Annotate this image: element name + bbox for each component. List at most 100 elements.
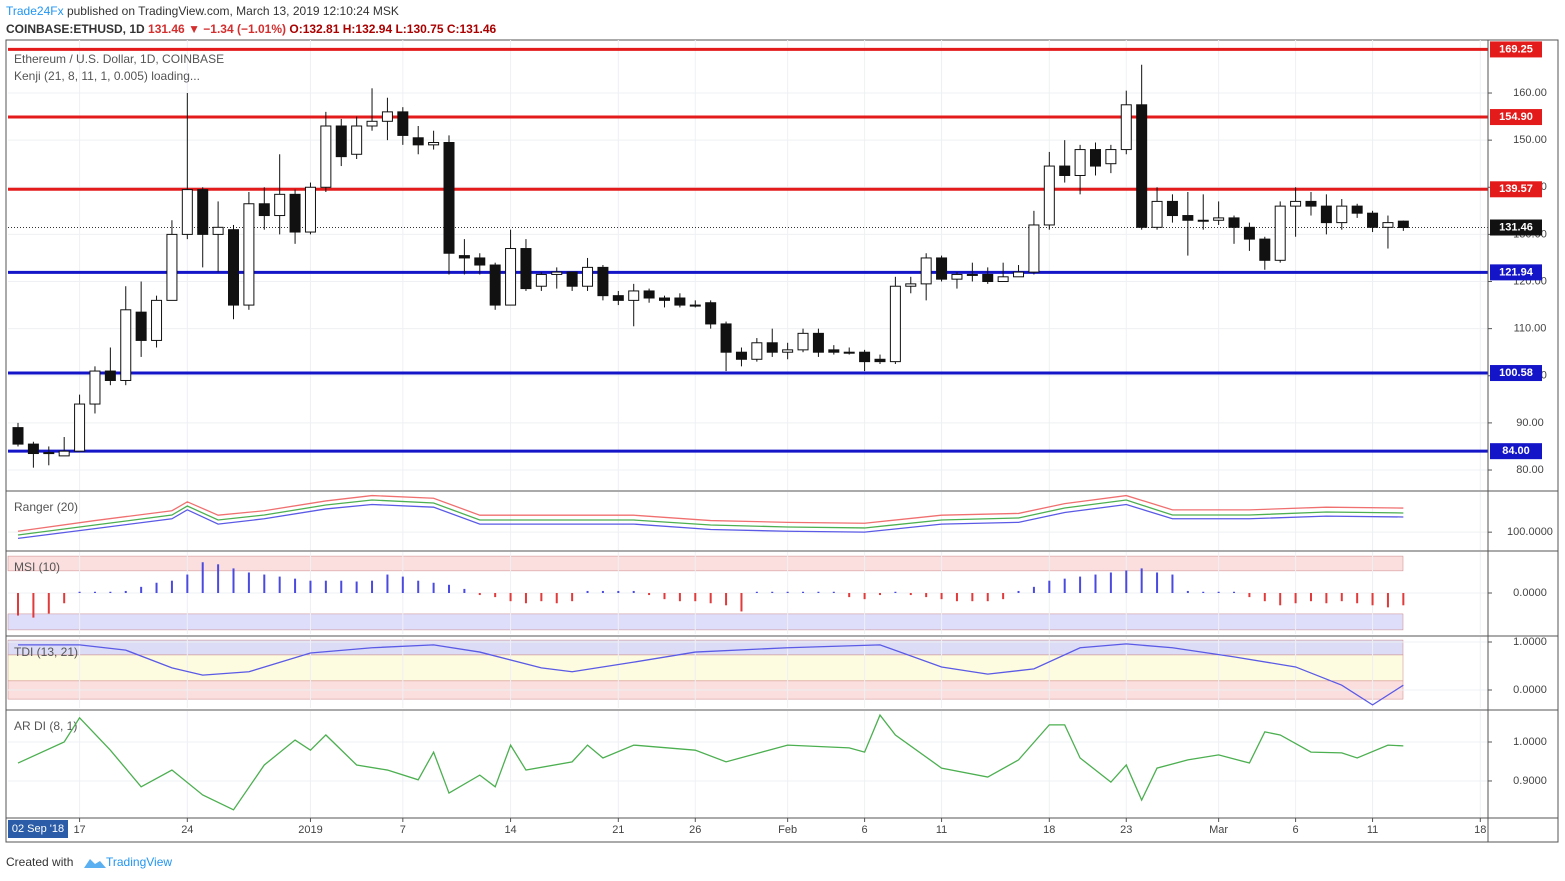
indicator-line [17, 503, 1404, 540]
candle-body [1336, 205, 1348, 224]
candle-body [1151, 200, 1163, 228]
candle-body [859, 351, 871, 363]
msi-bar [217, 564, 220, 593]
msi-bar [571, 593, 574, 602]
quote-line: COINBASE:ETHUSD, 1D 131.46 ▼ −1.34 (−1.0… [6, 22, 497, 36]
candle-body [997, 276, 1009, 283]
level-badge [1490, 181, 1542, 198]
candle-body [1028, 224, 1040, 273]
candle-body [705, 302, 717, 325]
level-badge [1490, 443, 1542, 460]
msi-bar [232, 568, 235, 593]
candle-body [936, 257, 948, 280]
candle-body [197, 189, 209, 235]
msi-bar [1063, 578, 1066, 593]
candle-body [1166, 200, 1178, 217]
candle-body [797, 332, 809, 351]
ohlc: O:132.81 [289, 22, 339, 36]
x-tick-label: 11 [1367, 824, 1378, 836]
x-tick-label: 21 [612, 824, 624, 836]
msi-bar [817, 591, 820, 593]
candle-body [812, 332, 824, 353]
candle-body [74, 403, 86, 452]
candle-body [304, 186, 316, 233]
y-tick-label: 0.0000 [1513, 684, 1547, 696]
msi-bar [78, 591, 81, 593]
candle-body [566, 271, 578, 287]
msi-bar [324, 580, 327, 593]
msi-bar [617, 590, 620, 593]
indicator-line [17, 494, 1404, 532]
panel-subtitle: Kenji (21, 8, 11, 1, 0.005) loading... [14, 69, 200, 83]
candle-body [843, 351, 855, 354]
msi-bar [201, 562, 204, 593]
msi-bar [632, 590, 635, 593]
level-label: 169.25 [1499, 43, 1533, 55]
candle-body [674, 297, 686, 306]
zone [7, 654, 1404, 682]
msi-bar [725, 593, 728, 606]
x-tick-label: 26 [689, 824, 701, 836]
panel-title: Ethereum / U.S. Dollar, 1D, COINBASE [14, 52, 224, 66]
author[interactable]: Trade24Fx [6, 4, 64, 18]
created-with: Created with [6, 855, 73, 869]
msi-bar [1202, 591, 1205, 593]
candle-body [489, 264, 501, 306]
msi-bar [371, 580, 374, 593]
candle-body [1274, 205, 1286, 261]
msi-bar [355, 581, 358, 593]
msi-bar [140, 586, 143, 593]
msi-bar [93, 591, 96, 593]
panel-title: TDI (13, 21) [14, 645, 78, 659]
candle-body [658, 297, 670, 301]
candle-body [582, 266, 594, 287]
msi-bar [863, 593, 866, 600]
level-badge [1490, 365, 1542, 382]
level-label: 100.58 [1499, 367, 1533, 379]
candle-body [643, 290, 655, 299]
candle-body [1228, 217, 1240, 228]
candle-body [181, 189, 193, 235]
candle-body [243, 203, 255, 306]
candle-body [1351, 205, 1363, 214]
candle-body [1259, 238, 1271, 261]
candle-body [1243, 226, 1255, 240]
msi-bar [109, 591, 112, 593]
candle-body [458, 255, 470, 259]
candle-body [58, 450, 70, 457]
y-tick-label: 1.0000 [1513, 636, 1547, 648]
candle-body [1320, 205, 1332, 224]
candle-body [1089, 149, 1101, 167]
x-tick-label: 6 [862, 824, 868, 836]
msi-bar [955, 593, 958, 602]
x-tick-label: 7 [400, 824, 406, 836]
indicator-line [17, 499, 1404, 536]
msi-bar [478, 593, 481, 596]
msi-bar [247, 572, 250, 593]
candle-body [1120, 104, 1132, 151]
msi-bar [1017, 590, 1020, 593]
candle-body [905, 283, 917, 287]
candle-body [1197, 219, 1209, 222]
candle-body [1013, 271, 1025, 278]
candle-body [1213, 217, 1225, 221]
msi-bar [401, 576, 404, 593]
level-badge [1490, 109, 1542, 126]
candle-body [212, 226, 224, 235]
panel-title: Ranger (20) [14, 500, 78, 514]
x-tick-label: 14 [504, 824, 516, 836]
brand[interactable]: TradingView [106, 855, 172, 869]
msi-bar [1325, 593, 1328, 604]
msi-bar [1094, 574, 1097, 593]
candle-body [889, 285, 901, 363]
msi-bar [1248, 593, 1251, 598]
candle-body [135, 311, 147, 341]
msi-bar [1048, 580, 1051, 593]
msi-bar [509, 593, 512, 602]
y-tick-label: 1.0000 [1513, 736, 1547, 748]
candle-body [505, 248, 517, 306]
level-label: 84.00 [1502, 445, 1530, 457]
msi-bar [986, 593, 989, 602]
msi-bar [263, 574, 266, 593]
